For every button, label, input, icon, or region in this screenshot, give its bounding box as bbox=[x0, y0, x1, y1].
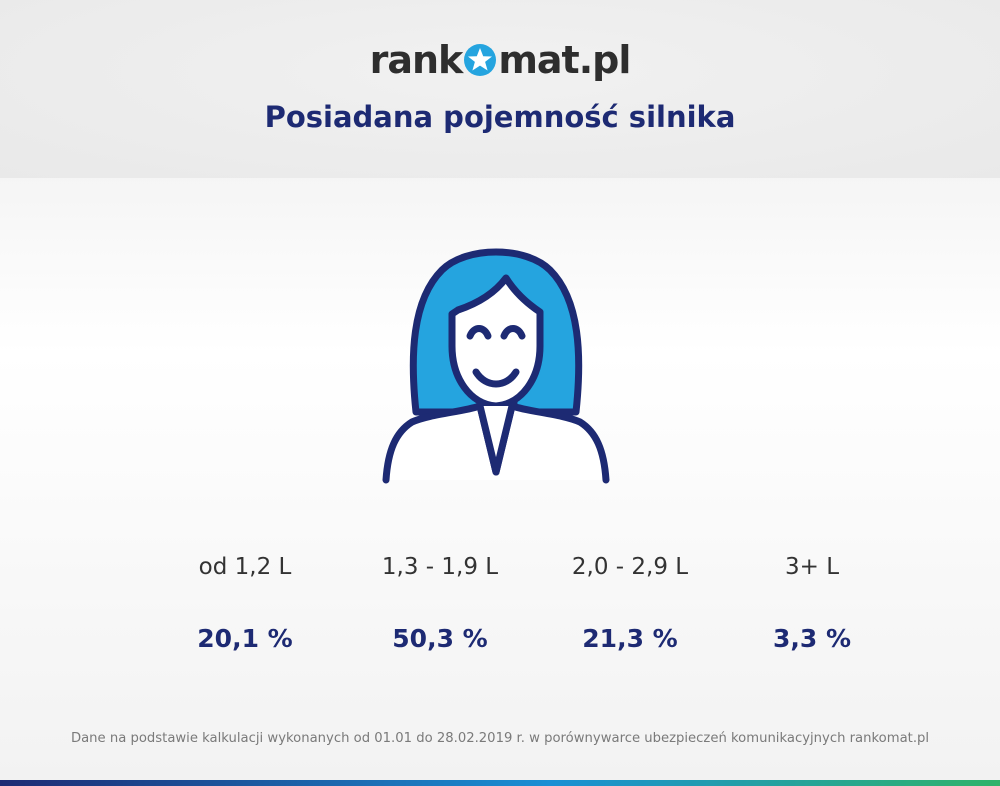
chart-title: Posiadana pojemność silnika bbox=[264, 100, 736, 134]
value-label: 21,3 % bbox=[582, 624, 678, 653]
bottom-gradient-bar bbox=[0, 780, 1000, 786]
category-label: 1,3 - 1,9 L bbox=[381, 554, 499, 580]
category-label: od 1,2 L bbox=[198, 554, 292, 580]
value-label: 50,3 % bbox=[392, 624, 488, 653]
star-icon bbox=[463, 42, 497, 76]
logo-text-left: rank bbox=[369, 38, 464, 82]
value-label: 3,3 % bbox=[772, 624, 852, 653]
value-label: 20,1 % bbox=[197, 624, 293, 653]
header-band bbox=[0, 0, 1000, 178]
logo-text-right: mat.pl bbox=[498, 38, 631, 82]
category-label: 2,0 - 2,9 L bbox=[571, 554, 689, 580]
category-label: 3+ L bbox=[784, 554, 840, 580]
footnote: Dane na podstawie kalkulacji wykonanych … bbox=[70, 731, 930, 746]
woman-avatar-icon bbox=[376, 236, 616, 492]
rankomat-logo: rank mat.pl bbox=[0, 38, 1000, 82]
